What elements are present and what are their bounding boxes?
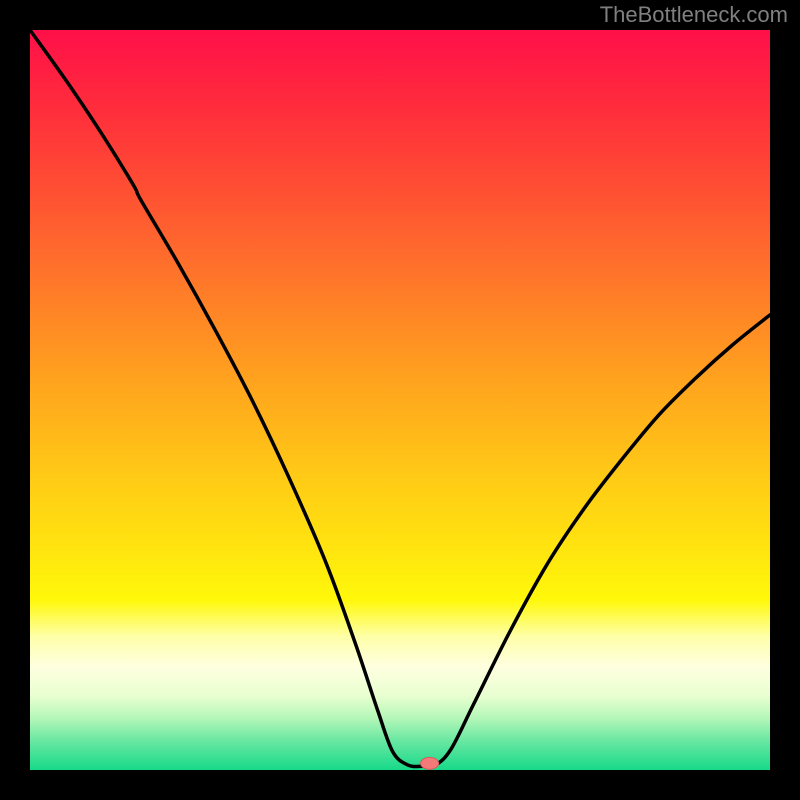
watermark-label: TheBottleneck.com: [600, 2, 788, 28]
optimal-point-marker: [421, 757, 439, 769]
bottleneck-chart: [0, 0, 800, 800]
chart-background: [30, 30, 770, 770]
